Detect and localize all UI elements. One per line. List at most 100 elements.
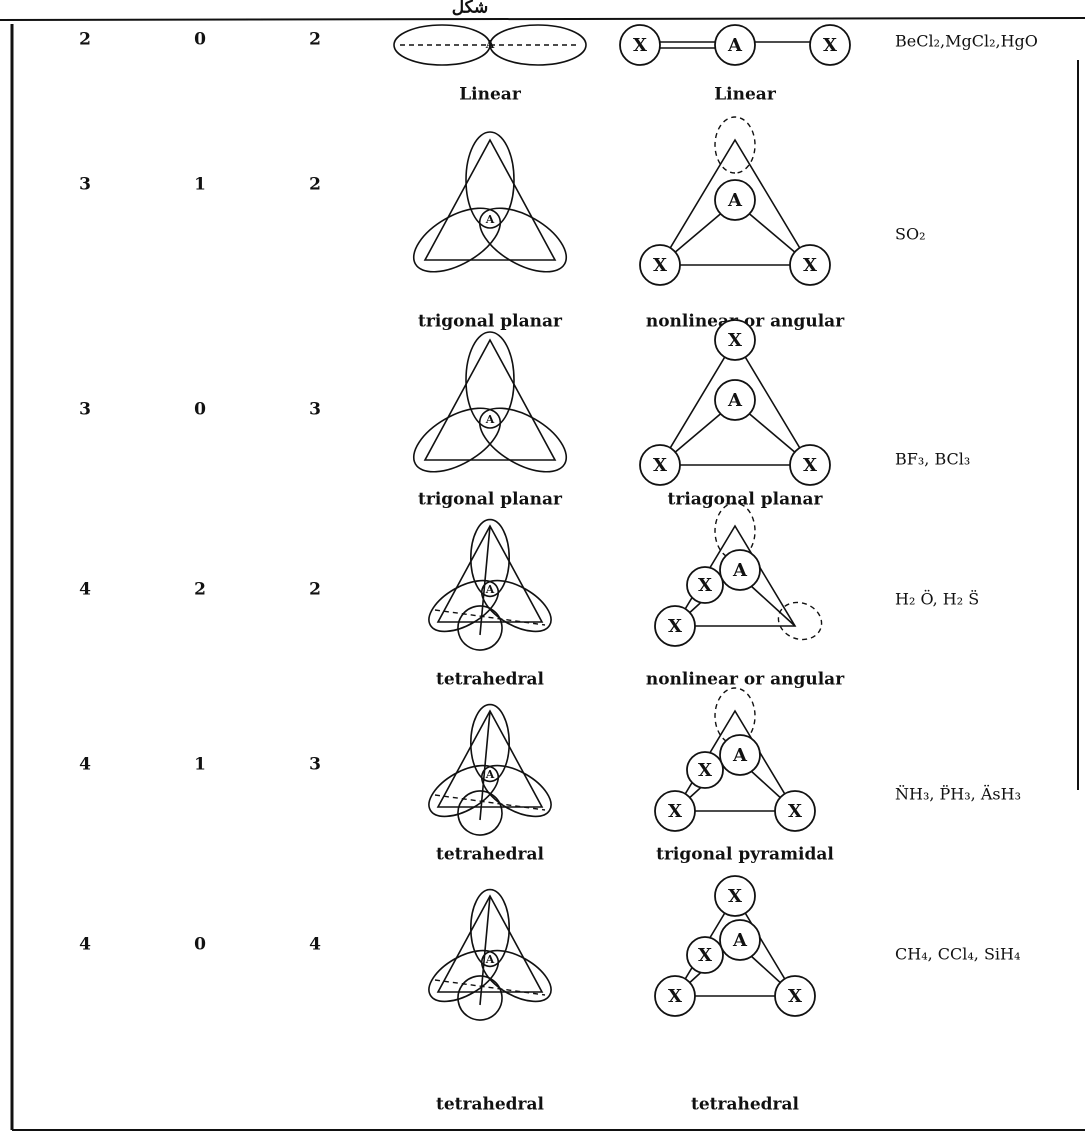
- atom-symbol: A: [727, 35, 743, 56]
- atom: [714, 875, 756, 917]
- molecule-diagram: X X X A: [639, 319, 831, 486]
- atom-symbol: A: [485, 38, 495, 51]
- atom: [789, 244, 831, 286]
- atom-symbol: X: [668, 986, 682, 1007]
- molecular-shape: Linear: [714, 85, 777, 105]
- electron-geometry: trigonal planar: [418, 490, 563, 510]
- atom-symbol: A: [485, 953, 495, 966]
- table-cell-number: 2: [309, 580, 321, 600]
- frame: [423, 338, 557, 461]
- table-cell-number: 0: [194, 30, 206, 50]
- orbital-lobe: [465, 331, 515, 429]
- orbital-lobe: [478, 407, 568, 473]
- atom: [686, 936, 724, 974]
- table-cell-number: 2: [79, 30, 91, 50]
- table-cell-number: 4: [79, 755, 91, 775]
- atom-symbol: A: [732, 930, 748, 951]
- examples: CH₄, CCl₄, SiH₄: [895, 945, 1020, 964]
- orbital-lobe: [457, 605, 503, 651]
- atom: [719, 919, 761, 961]
- frame: [436, 524, 544, 623]
- atom-symbol: X: [803, 255, 817, 276]
- atom-symbol: A: [727, 390, 743, 411]
- atom: [714, 379, 756, 421]
- orbital-lobe: [470, 888, 511, 968]
- orbital-lobe: [428, 579, 500, 633]
- table-cell-number: 3: [309, 755, 321, 775]
- table-cell-number: 1: [194, 755, 206, 775]
- orbital-lobe: [465, 131, 515, 229]
- atom: [639, 444, 681, 486]
- table-cell-number: 4: [79, 935, 91, 955]
- atom: [719, 734, 761, 776]
- table-cell-number: 0: [194, 400, 206, 420]
- table-cell-number: 0: [194, 935, 206, 955]
- electron-geometry: tetrahedral: [436, 845, 545, 865]
- atom: [654, 790, 696, 832]
- molecular-shape: nonlinear or angular: [646, 670, 845, 690]
- orbital-lobe: [457, 790, 503, 836]
- atom: [654, 975, 696, 1017]
- atom-symbol: A: [485, 413, 495, 426]
- lone-pair: [777, 601, 823, 641]
- atom-symbol: X: [823, 35, 837, 56]
- atom: [686, 566, 724, 604]
- atom-symbol: A: [485, 583, 495, 596]
- examples: N̈H₃, P̈H₃, ÄsH₃: [895, 784, 1021, 804]
- atom-symbol: A: [732, 560, 748, 581]
- molecule-diagram: X X A: [639, 116, 831, 286]
- atom-symbol: X: [698, 760, 712, 781]
- atom: [774, 790, 816, 832]
- atom-symbol: X: [788, 986, 802, 1007]
- atom: [789, 444, 831, 486]
- examples: BeCl₂,MgCl₂,HgO: [895, 32, 1038, 51]
- bond: [434, 979, 546, 996]
- table-cell-number: 3: [309, 400, 321, 420]
- table-cell-number: 3: [79, 400, 91, 420]
- atom: [719, 549, 761, 591]
- atom: [654, 605, 696, 647]
- atom-symbol: A: [732, 745, 748, 766]
- electron-geometry: tetrahedral: [436, 1095, 545, 1115]
- atom: [686, 751, 724, 789]
- atom: [774, 975, 816, 1017]
- orbital-diagram: A: [393, 24, 587, 66]
- electron-geometry: trigonal planar: [418, 312, 563, 332]
- atom-symbol: X: [698, 575, 712, 596]
- atom: [714, 179, 756, 221]
- atom-symbol: X: [803, 455, 817, 476]
- atom: [809, 24, 851, 66]
- atom: [639, 244, 681, 286]
- atom-symbol: X: [728, 330, 742, 351]
- orbital-lobe: [412, 407, 502, 473]
- molecular-shape: trigonal pyramidal: [656, 845, 834, 865]
- atom: [619, 24, 661, 66]
- top-rule: [0, 17, 1085, 21]
- table-cell-number: 2: [309, 175, 321, 195]
- orbital-lobe: [428, 949, 500, 1003]
- orbital-diagram: A: [428, 518, 552, 651]
- electron-geometry: tetrahedral: [436, 670, 545, 690]
- atom-symbol: X: [633, 35, 647, 56]
- table-cell-number: 2: [309, 30, 321, 50]
- atom-symbol: X: [698, 945, 712, 966]
- examples: SO₂: [895, 225, 926, 244]
- atom-symbol: X: [668, 616, 682, 637]
- orbital-lobe: [428, 764, 500, 818]
- atom-symbol: A: [485, 768, 495, 781]
- molecular-shape: tetrahedral: [691, 1095, 800, 1115]
- orbital-lobe: [470, 703, 511, 783]
- atom-symbol: X: [653, 255, 667, 276]
- lone-pair: [714, 116, 756, 174]
- orbital-diagram: A: [428, 703, 552, 836]
- orbital-diagram: A: [428, 888, 552, 1021]
- frame: [658, 338, 812, 466]
- table-cell-number: 3: [79, 175, 91, 195]
- frame: [436, 709, 544, 808]
- orbital-lobe: [412, 207, 502, 273]
- atom-symbol: A: [485, 213, 495, 226]
- orbital-lobe: [457, 975, 503, 1021]
